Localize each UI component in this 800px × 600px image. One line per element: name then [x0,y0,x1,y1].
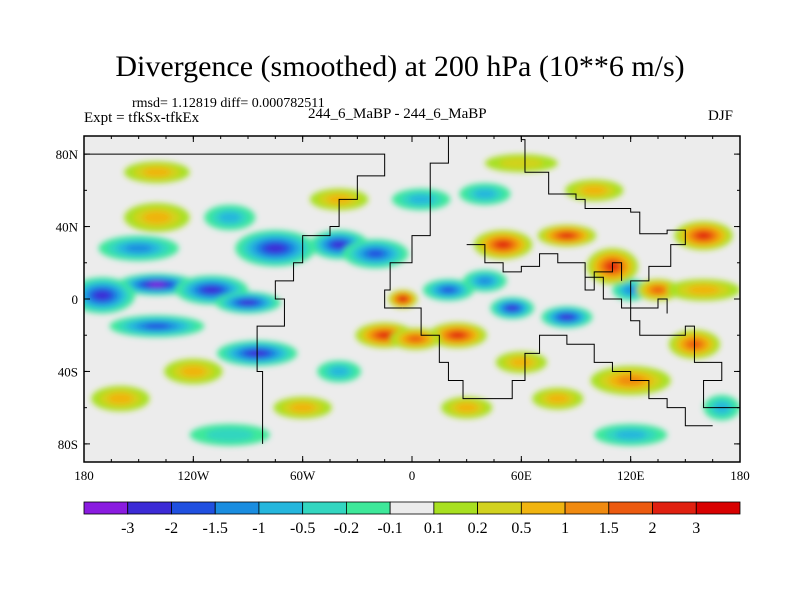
divergence-cell [218,212,241,223]
divergence-cell [560,233,574,239]
colorbar-swatch [302,501,347,515]
colorbar-label: 2 [649,520,657,537]
divergence-cell [499,157,544,169]
run-label: 244_6_MaBP - 244_6_MaBP [308,106,487,122]
y-axis: 80N 40N 0 40S 80S [56,147,740,452]
coastline [402,307,713,427]
divergence-field [84,154,740,446]
season-label: DJF [708,108,734,124]
colorbar-label: 1.5 [599,520,619,537]
divergence-cell [687,285,720,295]
colorbar-label: 1 [561,520,569,537]
colorbar-label: 3 [692,520,700,537]
contour-layer [84,154,740,446]
coastline [585,276,668,314]
colorbar-swatch [214,501,260,515]
colorbar-label: -0.5 [290,520,315,537]
colorbar-label: 0.2 [468,520,488,537]
divergence-cell [450,332,465,339]
colorbar-label: 0.5 [511,520,531,537]
y-tick-label: 40N [56,220,79,235]
colorbar-swatch [127,501,172,515]
divergence-cell [510,357,533,368]
divergence-cell [94,291,110,300]
x-axis: 180 120W 60W 0 60E 120E 180 [74,136,750,483]
y-tick-label: 0 [72,292,79,307]
y-tick-label: 40S [58,364,78,379]
divergence-cell [473,189,496,199]
divergence-cell [148,282,165,287]
colorbar-swatch [389,501,435,515]
experiment-label: Expt = tfkSx-tfkEx [84,110,200,126]
divergence-cell [266,244,285,253]
chart-title: Divergence (smoothed) at 200 hPa (10**6 … [115,50,685,83]
colorbar-label: 0.1 [424,520,444,537]
divergence-cell [205,428,254,442]
divergence-cell [507,305,518,311]
colorbar-swatch [608,501,653,515]
stats-label: rmsd= 1.12819 diff= 0.000782511 [132,96,325,111]
x-tick-label: 180 [74,468,94,483]
divergence-cell [329,366,349,377]
x-tick-label: 120E [617,468,645,483]
colorbar-label: -1.5 [203,520,228,537]
divergence-cell [377,332,392,339]
colorbar-swatch [433,501,479,515]
colorbar-swatch [520,501,566,515]
colorbar-swatch [171,501,216,515]
divergence-cell [107,393,133,405]
colorbar: -3 -2 -1.5 -1 -0.5 -0.2 -0.1 0.1 0.2 0.5 1 1.5 2 3 [83,501,741,537]
x-tick-label: 180 [730,468,750,483]
coastline [84,153,386,444]
divergence-cell [408,194,434,205]
divergence-cell [696,232,711,239]
divergence-cell [581,185,607,195]
divergence-cell [180,366,206,377]
colorbar-label: -0.1 [377,520,402,537]
coastline [384,136,740,412]
divergence-cell [125,244,153,253]
coastline [466,244,623,291]
y-tick-label: 80N [56,147,79,162]
divergence-cell [652,286,664,293]
x-tick-label: 60E [511,468,532,483]
x-tick-label: 60W [290,468,316,483]
divergence-cell [399,297,406,301]
divergence-cell [203,286,220,294]
divergence-cell [496,241,510,249]
y-tick-label: 80S [58,437,78,452]
divergence-cell [332,241,346,249]
divergence-cell [441,286,456,293]
divergence-cell [455,403,478,413]
divergence-cell [546,393,569,404]
divergence-cell [143,323,170,330]
x-tick-label: 0 [409,468,416,483]
colorbar-swatch [564,501,610,515]
colorbar-swatch [83,501,129,515]
divergence-cell [366,249,385,258]
divergence-cell [290,403,316,413]
colorbar-swatch [652,501,697,515]
colorbar-label: -1 [252,520,265,537]
colorbar-label: -0.2 [334,520,359,537]
divergence-cell [142,211,171,224]
divergence-cell [240,300,256,306]
divergence-cell [142,167,171,177]
divergence-cell [615,430,647,440]
colorbar-swatch [345,501,391,515]
colorbar-swatch [258,501,304,515]
divergence-cell [561,314,573,320]
land-outline [84,136,740,444]
divergence-cell [408,335,423,342]
colorbar-swatch [477,501,522,515]
divergence-cell [477,277,493,285]
colorbar-label: -2 [165,520,178,537]
colorbar-swatch [695,501,741,515]
colorbar-label: -3 [121,520,134,537]
x-tick-label: 120W [177,468,210,483]
